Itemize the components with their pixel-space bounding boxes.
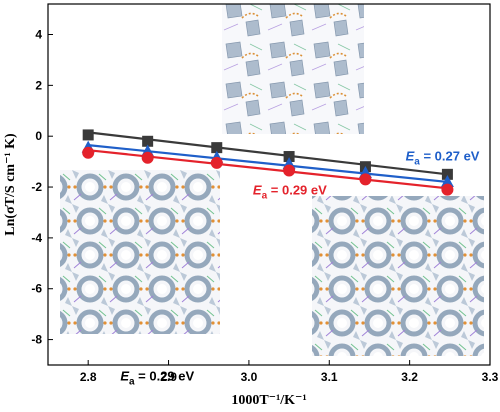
- inset-structure-left: [60, 170, 220, 334]
- annotation-0-value: = 0.27 eV: [420, 148, 480, 163]
- annotation-2-subscript: a: [129, 376, 135, 387]
- point-series-0-0: [82, 129, 94, 141]
- point-series-2-2: [210, 156, 223, 169]
- x-tick-label-0: 2.8: [80, 370, 97, 384]
- annotation-1-symbol: E: [253, 183, 262, 198]
- y-tick-label-5: -6: [31, 282, 42, 296]
- y-tick-label-2: 0: [35, 129, 42, 143]
- point-series-2-5: [441, 183, 454, 196]
- point-series-1-5: [440, 174, 454, 187]
- point-series-2-1: [141, 151, 154, 164]
- point-series-2-4: [359, 173, 372, 186]
- plot-layer: [81, 129, 454, 196]
- x-tick-label-4: 3.2: [401, 370, 418, 384]
- y-tick-label-0: 4: [35, 28, 42, 42]
- annotation-2-symbol: E: [120, 368, 129, 383]
- annotation-0: Ea = 0.27 eV: [406, 148, 480, 167]
- annotation-0-symbol: E: [406, 148, 415, 163]
- y-tick-label-1: 2: [35, 78, 42, 92]
- y-tick-label-3: -2: [31, 180, 42, 194]
- point-series-2-3: [283, 164, 296, 177]
- x-tick-label-5: 3.3: [482, 370, 499, 384]
- annotation-1-subscript: a: [262, 191, 268, 202]
- annotation-1: Ea = 0.29 eV: [253, 183, 327, 202]
- annotation-2-value: = 0.29 eV: [135, 368, 195, 383]
- fit-line-series-0: [88, 131, 448, 176]
- point-series-0-1: [142, 135, 154, 147]
- x-tick-label-2: 3.0: [241, 370, 258, 384]
- inset-structure-top: [222, 4, 364, 134]
- y-tick-label-4: -4: [31, 231, 42, 245]
- point-series-0-2: [211, 142, 223, 154]
- annotation-2: Ea = 0.29 eV: [120, 368, 194, 387]
- label-layer: 2.8 2.9 3.0 3.1 3.2 3.3 4 2 0 -2 -4 -6 -8 1000T⁻¹/K⁻¹…: [3, 28, 499, 408]
- annotation-1-value: = 0.29 eV: [267, 183, 327, 198]
- inset-structure-right: [312, 196, 484, 356]
- x-axis-label: 1000T⁻¹/K⁻¹: [231, 393, 306, 408]
- point-series-0-3: [283, 151, 295, 163]
- y-tick-label-6: -8: [31, 333, 42, 347]
- x-tick-label-1: 2.9: [160, 370, 177, 384]
- annotation-0-subscript: a: [414, 156, 420, 167]
- axes-layer: [47, 3, 491, 366]
- point-series-2-0: [82, 146, 95, 159]
- plot-frame: [47, 3, 491, 366]
- y-axis-label: Ln(σT/S cm⁻¹ K): [3, 133, 18, 236]
- x-tick-label-3: 3.1: [321, 370, 338, 384]
- point-series-0-5: [441, 168, 453, 180]
